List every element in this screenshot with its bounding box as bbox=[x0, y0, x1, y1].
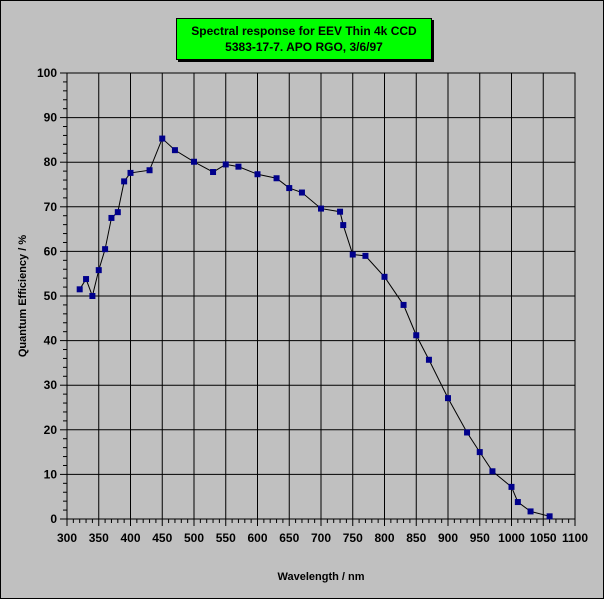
x-tick-label: 450 bbox=[152, 531, 172, 545]
data-point bbox=[146, 167, 153, 174]
plot-border bbox=[66, 72, 576, 520]
y-tick-label: 40 bbox=[44, 334, 58, 348]
data-point bbox=[121, 178, 128, 185]
data-point bbox=[108, 214, 115, 221]
x-tick-label: 1100 bbox=[562, 531, 588, 545]
x-tick-label: 700 bbox=[311, 531, 331, 545]
data-point bbox=[508, 483, 515, 490]
x-tick-label: 350 bbox=[89, 531, 109, 545]
data-point bbox=[413, 332, 420, 339]
chart-title: Spectral response for EEV Thin 4k CCD bbox=[191, 24, 417, 38]
x-tick-label: 850 bbox=[406, 531, 426, 545]
data-point bbox=[489, 468, 496, 475]
x-tick-label: 950 bbox=[470, 531, 490, 545]
data-point bbox=[171, 147, 178, 154]
x-tick-label: 650 bbox=[279, 531, 299, 545]
data-point bbox=[298, 189, 305, 196]
data-point bbox=[514, 499, 521, 506]
data-point bbox=[362, 252, 369, 259]
x-tick-label: 750 bbox=[343, 531, 363, 545]
chart-subtitle: 5383-17-7. APO RGO, 3/6/97 bbox=[225, 40, 383, 54]
data-point bbox=[476, 449, 483, 456]
y-tick-label: 90 bbox=[44, 111, 58, 125]
y-tick-label: 80 bbox=[44, 155, 58, 169]
x-tick-label: 800 bbox=[374, 531, 394, 545]
data-point bbox=[349, 251, 356, 258]
data-point bbox=[159, 135, 166, 142]
data-point bbox=[337, 208, 344, 215]
data-point bbox=[318, 205, 324, 212]
data-point bbox=[340, 222, 347, 229]
data-point bbox=[210, 169, 217, 176]
data-point bbox=[191, 158, 197, 165]
x-tick-label: 900 bbox=[438, 531, 458, 545]
x-tick-label: 300 bbox=[57, 531, 77, 545]
data-point bbox=[445, 395, 451, 402]
data-point bbox=[273, 175, 280, 182]
data-point bbox=[95, 267, 102, 274]
data-point bbox=[464, 429, 471, 436]
data-point bbox=[83, 276, 90, 283]
data-point bbox=[114, 209, 121, 216]
data-point bbox=[102, 246, 109, 253]
x-tick-label: 1000 bbox=[498, 531, 525, 545]
data-point bbox=[127, 169, 134, 176]
data-point bbox=[89, 293, 96, 299]
chart-title-box: Spectral response for EEV Thin 4k CCD 53… bbox=[176, 18, 432, 60]
axis-layer: 300 350 400 450 500 550 600 650 700 750 800 850 900 9… bbox=[37, 66, 588, 545]
data-point bbox=[222, 161, 229, 168]
data-point bbox=[286, 185, 293, 192]
y-tick-label: 60 bbox=[44, 244, 58, 258]
data-point bbox=[76, 286, 83, 293]
x-tick-label: 600 bbox=[247, 531, 267, 545]
data-point bbox=[235, 163, 242, 170]
y-tick-label: 0 bbox=[50, 512, 57, 526]
x-axis-title: Wavelength / nm bbox=[278, 571, 365, 583]
data-point bbox=[254, 171, 261, 178]
grid-layer bbox=[66, 72, 576, 520]
y-tick-label: 50 bbox=[44, 289, 58, 303]
x-tick-label: 400 bbox=[120, 531, 140, 545]
y-tick-label: 100 bbox=[37, 66, 57, 80]
x-tick-label: 550 bbox=[216, 531, 236, 545]
data-point bbox=[425, 356, 432, 363]
x-tick-label: 1050 bbox=[530, 531, 557, 545]
y-axis-title: Quantum Efficiency / % bbox=[17, 235, 29, 357]
data-point bbox=[546, 513, 553, 520]
y-tick-label: 10 bbox=[44, 467, 58, 481]
y-tick-label: 30 bbox=[44, 378, 58, 392]
data-point bbox=[400, 301, 407, 308]
series-layer bbox=[76, 135, 553, 520]
data-point bbox=[381, 273, 388, 280]
x-tick-label: 500 bbox=[184, 531, 204, 545]
y-tick-label: 20 bbox=[44, 423, 58, 437]
data-point bbox=[527, 508, 534, 515]
y-tick-label: 70 bbox=[44, 200, 58, 214]
